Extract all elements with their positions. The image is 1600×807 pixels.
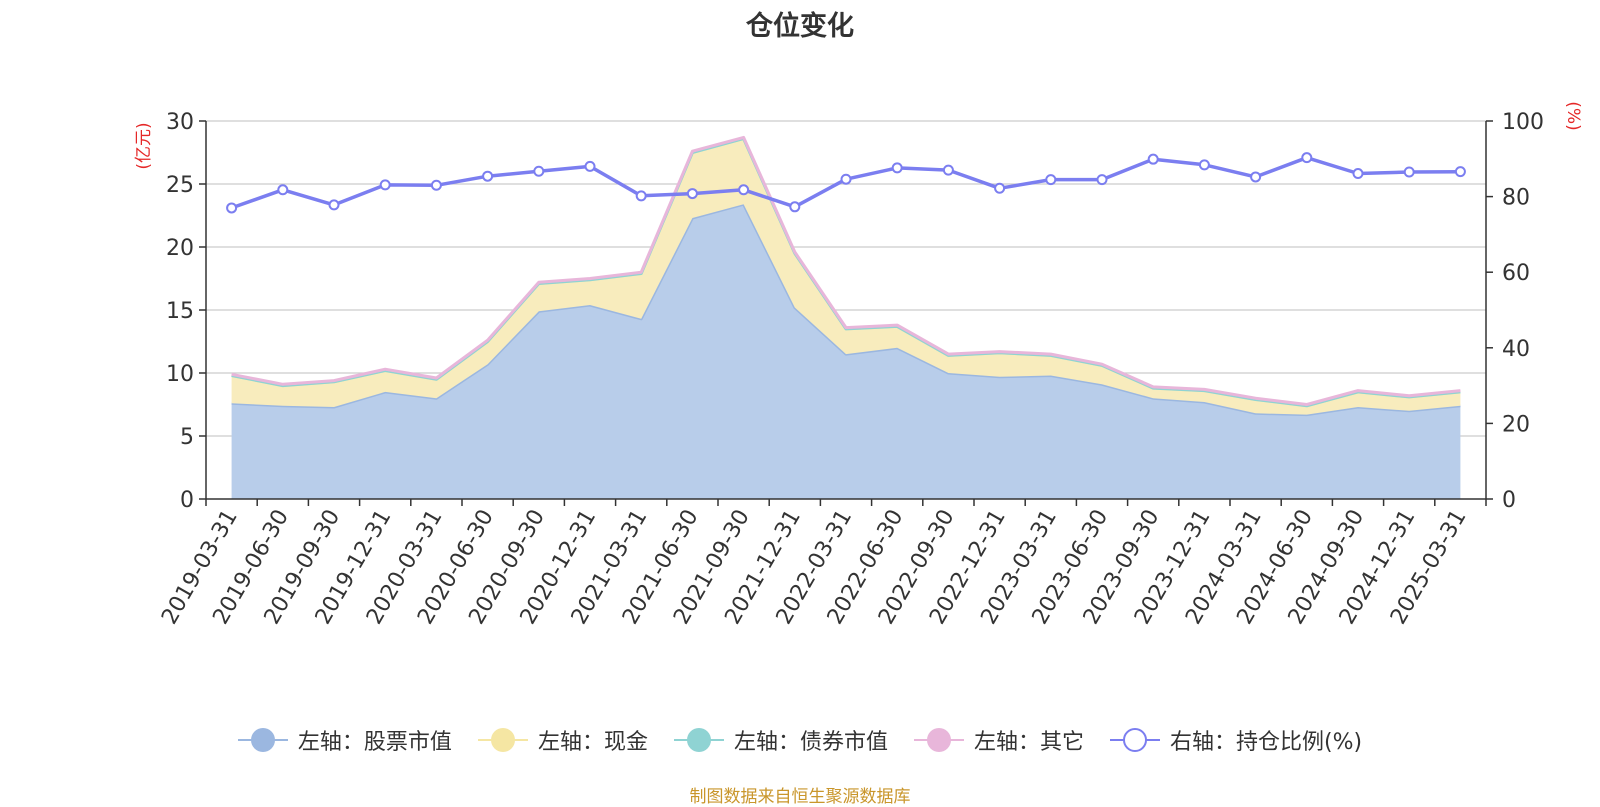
left-tick-label: 30 — [166, 110, 194, 135]
area-series-1 — [231, 138, 1461, 415]
legend-item-3[interactable]: 左轴：其它 — [913, 724, 1084, 756]
chart-legend: 左轴：股票市值 左轴：现金 左轴：债券市值 左轴：其它 右轴：持仓比例(%) — [0, 724, 1600, 756]
right-tick-label: 80 — [1502, 186, 1530, 211]
line-point — [738, 184, 750, 196]
legend-label: 左轴：股票市值 — [297, 730, 452, 755]
legend-swatch-icon — [237, 727, 288, 753]
line-point — [1352, 168, 1364, 180]
right-tick-label: 40 — [1502, 337, 1530, 362]
right-axis-unit-label: (%) — [1563, 101, 1583, 130]
right-tick-label: 20 — [1502, 412, 1530, 437]
line-point — [891, 162, 903, 174]
left-tick-label: 0 — [180, 488, 194, 513]
line-point — [635, 190, 647, 202]
line-point — [379, 179, 391, 191]
line-point — [1250, 171, 1262, 183]
right-tick-label: 0 — [1502, 488, 1516, 513]
line-point — [430, 179, 442, 191]
legend-swatch-icon — [1109, 727, 1160, 753]
line-point — [1454, 166, 1466, 178]
legend-swatch-icon — [913, 727, 964, 753]
line-point — [1045, 174, 1057, 186]
legend-label: 左轴：债券市值 — [733, 730, 888, 755]
left-tick-label: 10 — [166, 362, 194, 387]
line-point — [328, 199, 340, 211]
left-tick-label: 5 — [180, 425, 194, 450]
legend-item-4[interactable]: 右轴：持仓比例(%) — [1109, 724, 1363, 756]
line-point — [942, 164, 954, 176]
line-point — [533, 165, 545, 177]
left-tick-label: 15 — [166, 299, 194, 324]
right-tick-label: 60 — [1502, 261, 1530, 286]
legend-swatch-icon — [673, 727, 724, 753]
line-point — [584, 160, 596, 172]
line-point — [1096, 174, 1108, 186]
line-point — [840, 173, 852, 185]
chart-title: 仓位变化 — [746, 11, 854, 42]
legend-item-1[interactable]: 左轴：现金 — [477, 724, 648, 756]
left-tick-label: 25 — [166, 173, 194, 198]
area-top-line-3 — [231, 135, 1461, 406]
line-point — [994, 182, 1006, 194]
line-point — [226, 202, 238, 214]
line-point — [1301, 152, 1313, 164]
line-point — [277, 184, 289, 196]
legend-item-0[interactable]: 左轴：股票市值 — [237, 724, 452, 756]
legend-label: 左轴：其它 — [973, 730, 1084, 755]
line-point — [1198, 159, 1210, 171]
right-tick-label: 100 — [1502, 110, 1544, 135]
area-series-0 — [231, 204, 1461, 499]
line-point — [686, 188, 698, 200]
line-point — [1403, 166, 1415, 178]
legend-swatch-icon — [477, 727, 528, 753]
legend-label: 左轴：现金 — [537, 730, 648, 755]
left-axis-unit-label: (亿元) — [134, 122, 154, 169]
left-tick-label: 20 — [166, 236, 194, 261]
line-point — [789, 201, 801, 213]
legend-label: 右轴：持仓比例(%) — [1169, 730, 1363, 755]
line-point — [482, 170, 494, 182]
line-point — [1147, 153, 1159, 165]
source-note: 制图数据来自恒生聚源数据库 — [689, 787, 911, 807]
legend-item-2[interactable]: 左轴：债券市值 — [673, 724, 888, 756]
